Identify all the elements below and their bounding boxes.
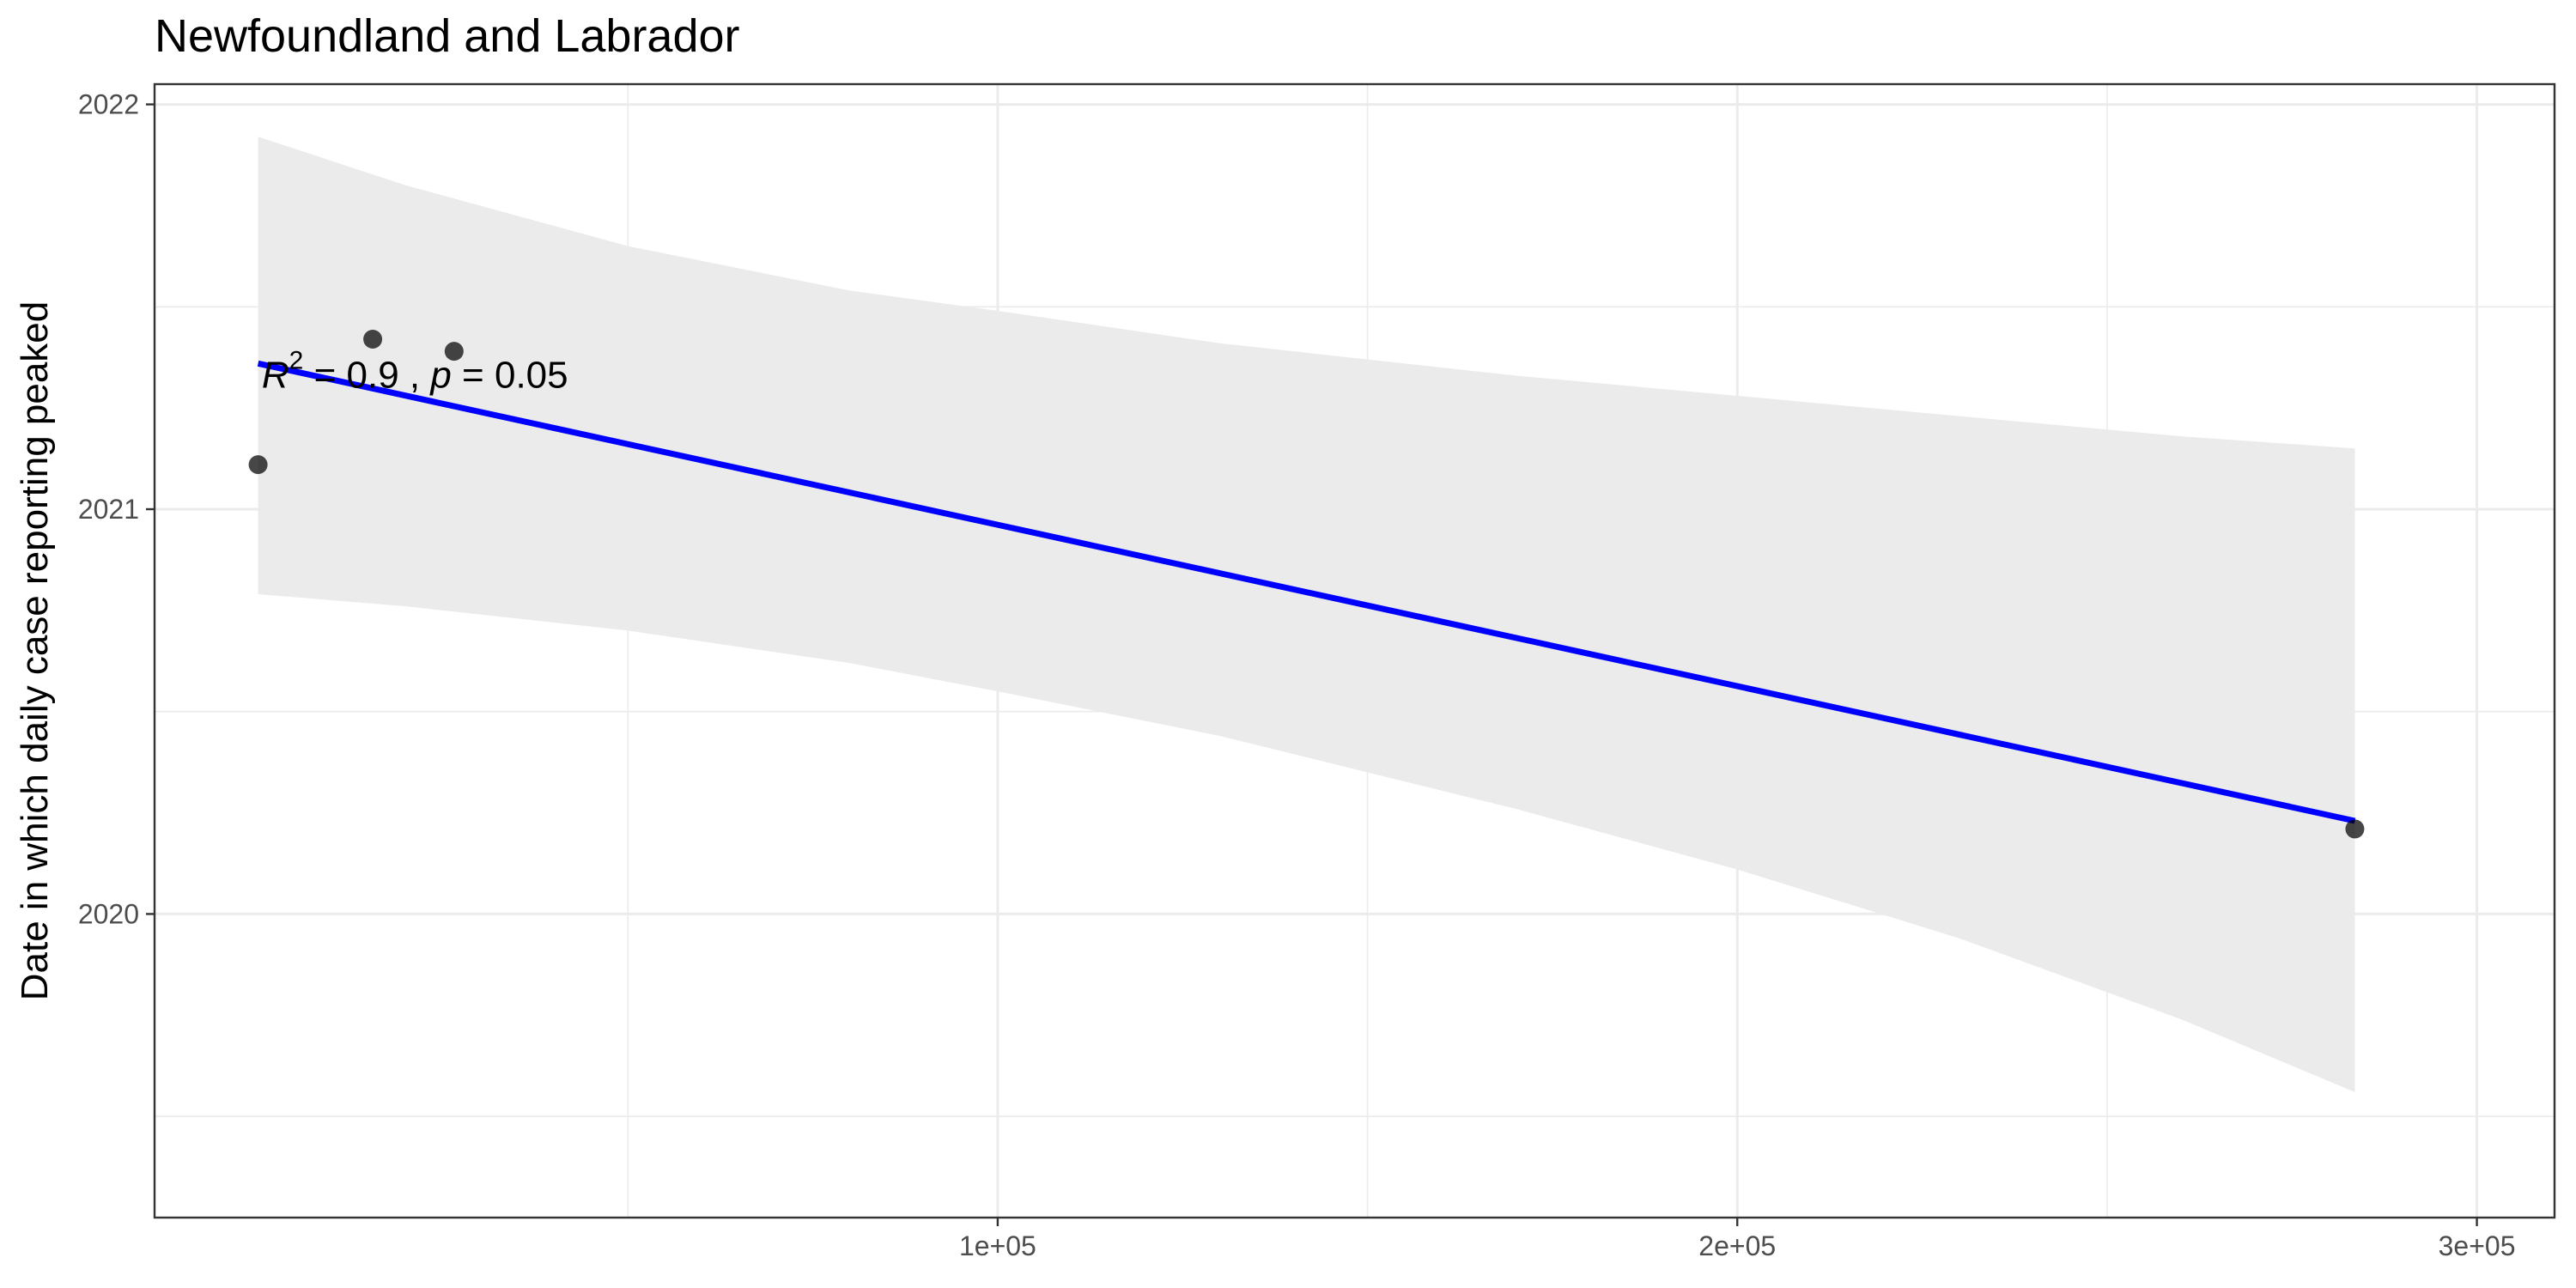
chart-title: Newfoundland and Labrador <box>155 10 740 62</box>
p-value: = 0.05 <box>452 355 568 397</box>
r2-p-annotation: R2 = 0.9 , p = 0.05 <box>262 347 568 397</box>
y-tick-label: 2021 <box>78 494 139 525</box>
confidence-band-layer <box>258 137 2355 1092</box>
r2-symbol: R <box>262 355 289 397</box>
data-point <box>2345 819 2365 839</box>
r2-value: = 0.9 , <box>303 355 430 397</box>
data-point <box>363 330 383 349</box>
annotation-layer: R2 = 0.9 , p = 0.05 <box>262 347 568 397</box>
axis-ticks: 1e+05 2e+05 3e+05 2020 2021 2022 <box>78 89 2516 1261</box>
confidence-band <box>258 137 2355 1092</box>
y-tick-label: 2020 <box>78 898 139 929</box>
y-tick-label: 2022 <box>78 89 139 120</box>
points-layer <box>248 330 2365 839</box>
panel-border <box>153 82 2556 1219</box>
regression-line <box>257 360 2356 824</box>
data-point <box>444 342 464 361</box>
x-tick-label: 1e+05 <box>959 1230 1036 1261</box>
r2-exponent: 2 <box>289 347 304 375</box>
data-point <box>248 455 268 475</box>
y-axis-title: Date in which daily case reporting peake… <box>14 301 56 1000</box>
x-tick-label: 2e+05 <box>1698 1230 1776 1261</box>
p-symbol: p <box>428 355 451 397</box>
fit-line-layer <box>257 360 2356 824</box>
x-tick-label: 3e+05 <box>2439 1230 2516 1261</box>
